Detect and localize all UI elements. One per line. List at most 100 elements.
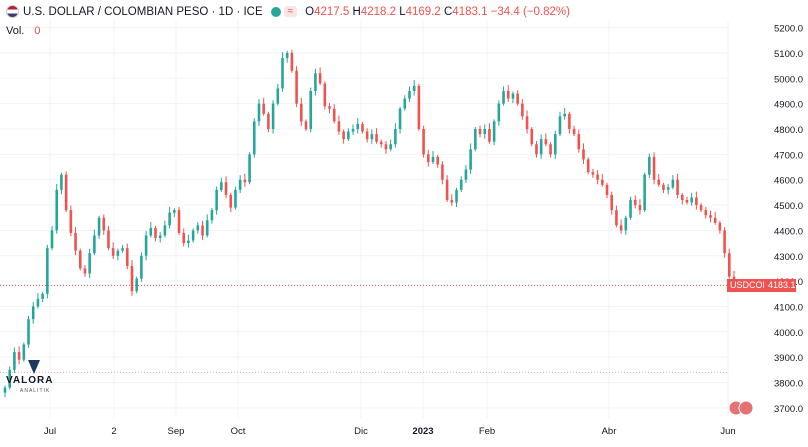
candle-body bbox=[36, 298, 40, 307]
candle-body bbox=[262, 103, 265, 114]
candle-body bbox=[93, 235, 96, 254]
candle-body bbox=[403, 98, 407, 109]
candle-body bbox=[709, 215, 712, 218]
candle-body bbox=[648, 156, 651, 175]
candle-body bbox=[88, 253, 91, 274]
candle-body bbox=[662, 184, 665, 190]
candle-body bbox=[652, 156, 656, 180]
candle-body bbox=[83, 268, 87, 274]
candle-body bbox=[356, 123, 360, 130]
candle-body bbox=[300, 103, 303, 122]
candle-body bbox=[323, 83, 327, 107]
candle-body bbox=[685, 199, 689, 203]
candle-body bbox=[295, 70, 298, 104]
candle-body bbox=[586, 159, 590, 173]
candle-body bbox=[506, 90, 510, 99]
candle-body bbox=[281, 58, 284, 89]
candle-body bbox=[431, 156, 435, 162]
candle-body bbox=[55, 189, 59, 231]
candle-body bbox=[271, 103, 275, 130]
candle-body bbox=[17, 352, 21, 360]
candle-body bbox=[582, 149, 585, 160]
candle-body bbox=[13, 352, 16, 370]
candle-body bbox=[563, 113, 566, 117]
chart-legend: U.S. DOLLAR / COLOMBIAN PESO · 1D · ICE … bbox=[6, 5, 570, 18]
candle-body bbox=[375, 134, 378, 142]
candle-body bbox=[525, 116, 529, 130]
x-tick-label: Dic bbox=[354, 426, 368, 437]
candle-body bbox=[610, 194, 614, 211]
candle-body bbox=[234, 189, 237, 208]
candle-body bbox=[111, 248, 115, 256]
candle-body bbox=[121, 248, 124, 251]
candle-body bbox=[629, 199, 632, 218]
candle-body bbox=[276, 88, 280, 104]
candle-body bbox=[97, 217, 101, 236]
candle-body bbox=[671, 179, 675, 188]
candle-body bbox=[8, 369, 11, 388]
candle-body bbox=[74, 232, 77, 251]
y-tick-label: 4800.0 bbox=[774, 125, 803, 136]
candle-body bbox=[328, 106, 331, 109]
candle-body bbox=[3, 387, 7, 393]
candle-body bbox=[488, 129, 491, 142]
logo-mark-icon bbox=[28, 360, 40, 374]
candle-body bbox=[558, 116, 562, 135]
y-tick-label: 4300.0 bbox=[774, 252, 803, 263]
candle-body bbox=[342, 131, 345, 140]
candle-body bbox=[144, 235, 148, 256]
market-status-icon[interactable] bbox=[270, 6, 281, 17]
y-tick-label: 4600.0 bbox=[774, 176, 803, 187]
candle-body bbox=[643, 174, 646, 211]
candle-body bbox=[31, 306, 35, 320]
candle-body bbox=[201, 225, 204, 236]
candle-body bbox=[215, 189, 218, 211]
x-tick-label: 2 bbox=[111, 426, 116, 437]
candle-body bbox=[450, 199, 454, 203]
candle-body bbox=[624, 217, 628, 231]
candle-body bbox=[605, 184, 609, 195]
candle-body bbox=[535, 144, 538, 155]
candle-body bbox=[398, 108, 402, 130]
candle-body bbox=[394, 129, 397, 145]
candle-body bbox=[459, 179, 463, 190]
y-tick-label: 5000.0 bbox=[774, 74, 803, 85]
candle-body bbox=[544, 139, 548, 145]
y-tick-label: 4900.0 bbox=[774, 100, 803, 111]
data-badge[interactable]: ≈ bbox=[283, 6, 298, 17]
candle-body bbox=[492, 121, 496, 142]
y-tick-label: 5100.0 bbox=[774, 49, 803, 60]
candle-body bbox=[680, 194, 684, 200]
candle-body bbox=[78, 250, 82, 269]
candle-body bbox=[252, 121, 256, 155]
candle-body bbox=[497, 103, 501, 122]
candle-body bbox=[187, 240, 190, 244]
y-tick-label: 3900.0 bbox=[774, 353, 803, 364]
candle-body bbox=[318, 73, 322, 84]
candle-body bbox=[539, 139, 543, 155]
currency-flags-icon[interactable] bbox=[728, 400, 756, 419]
x-tick-label: Oct bbox=[231, 426, 246, 437]
candle-body bbox=[224, 182, 228, 195]
candle-body bbox=[596, 174, 599, 180]
candle-body bbox=[267, 113, 270, 130]
candle-body bbox=[422, 129, 425, 155]
candle-body bbox=[361, 123, 364, 132]
candle-body bbox=[243, 179, 247, 183]
y-tick-label: 5200.0 bbox=[774, 24, 803, 35]
y-tick-label: 4100.0 bbox=[774, 302, 803, 313]
candle-body bbox=[445, 179, 449, 200]
candle-body bbox=[568, 113, 571, 130]
candle-body bbox=[168, 212, 171, 226]
y-tick-label: 4400.0 bbox=[774, 226, 803, 237]
symbol-title: U.S. DOLLAR / COLOMBIAN PESO · 1D · ICE bbox=[23, 5, 263, 18]
us-flag-icon bbox=[6, 5, 19, 18]
candle-body bbox=[516, 93, 519, 104]
candle-body bbox=[290, 52, 294, 71]
candle-body bbox=[699, 205, 703, 211]
ohlc-values: O4217.5 H4218.2 L4169.2 C4183.1 −34.4 (−… bbox=[305, 5, 570, 18]
candle-body bbox=[483, 129, 487, 135]
candle-body bbox=[229, 194, 233, 208]
